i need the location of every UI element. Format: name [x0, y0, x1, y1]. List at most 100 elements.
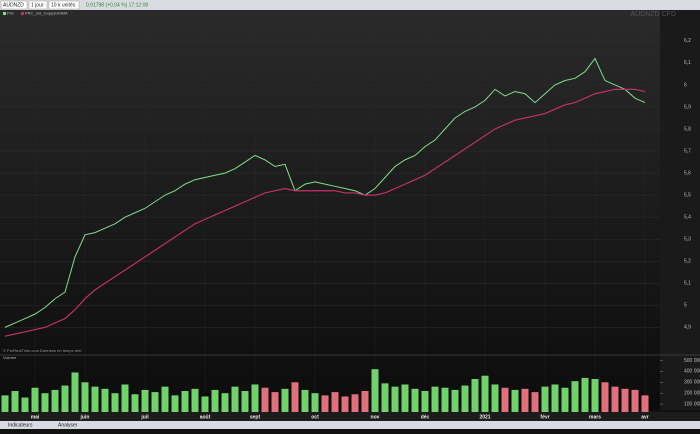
- symbol-box[interactable]: [0, 0, 28, 10]
- y-tick-label: 300 000: [684, 380, 700, 386]
- watermark: AUDNZD CFD: [631, 11, 677, 18]
- x-tick-label: déc: [421, 414, 430, 420]
- volume-bar: [171, 395, 179, 412]
- volume-bar: [181, 391, 189, 412]
- volume-bar: [501, 387, 509, 412]
- volume-bar: [541, 386, 549, 412]
- volume-bar: [441, 387, 449, 412]
- legend-swatch: [21, 12, 24, 15]
- volume-bar: [301, 389, 309, 412]
- units[interactable]: 10 k unités: [51, 2, 76, 8]
- y-tick-label: 5,3: [684, 237, 691, 243]
- price-axis-panel: [660, 10, 700, 410]
- x-tick-label: mai: [31, 414, 40, 420]
- volume-bar: [331, 392, 339, 412]
- y-tick-label: 5,1: [684, 281, 691, 287]
- volume-bar: [631, 389, 639, 412]
- volume-bar: [201, 396, 209, 412]
- volume-bar: [11, 391, 19, 412]
- x-tick-label: févr: [540, 414, 549, 420]
- volume-bar: [421, 391, 429, 412]
- y-tick-label: 400 000: [684, 369, 700, 375]
- y-tick-label: 5,9: [684, 104, 691, 110]
- footer-tab[interactable]: Analyser: [58, 422, 78, 428]
- volume-bar: [191, 388, 199, 412]
- volume-bar: [391, 386, 399, 412]
- toolbar: [0, 0, 700, 10]
- volume-bar: [81, 382, 89, 412]
- volume-bar: [381, 383, 389, 412]
- x-tick-label: juin: [80, 414, 90, 420]
- chart-area: [0, 10, 660, 410]
- panel-title: Volume: [3, 355, 17, 360]
- source: © ProRealTime.com Données en temps réel: [3, 348, 81, 353]
- volume-bar: [471, 379, 479, 412]
- volume-bar: [281, 388, 289, 412]
- volume-bar: [241, 391, 249, 412]
- legend-swatch: [3, 12, 6, 15]
- volume-bar: [321, 395, 329, 412]
- y-tick-label: 5,2: [684, 259, 691, 265]
- y-tick-label: 5,8: [684, 126, 691, 132]
- volume-bar: [41, 393, 49, 412]
- volume-bar: [401, 384, 409, 412]
- x-tick-label: nov: [371, 414, 380, 420]
- volume-bar: [351, 394, 359, 412]
- volume-bar: [21, 397, 29, 412]
- volume-bar: [101, 388, 109, 412]
- x-tick-label: mars: [589, 414, 601, 420]
- volume-bar: [121, 384, 129, 412]
- series-line: [4, 88, 646, 337]
- y-tick-label: 6: [684, 82, 687, 88]
- x-tick-label: 2021: [479, 414, 490, 420]
- volume-bar: [621, 388, 629, 412]
- series-line: [4, 57, 646, 328]
- volume-bar: [561, 387, 569, 412]
- volume-bar: [161, 386, 169, 412]
- footer-tab[interactable]: Indicateurs: [8, 422, 33, 428]
- y-tick-label: 6,1: [684, 60, 691, 66]
- volume-bar: [601, 382, 609, 412]
- volume-bar: [51, 389, 59, 412]
- volume-bar: [131, 394, 139, 412]
- volume-bar: [431, 386, 439, 412]
- footer: [0, 421, 700, 429]
- volume-bar: [251, 384, 259, 412]
- y-tick-label: 5,5: [684, 192, 691, 198]
- y-tick-label: 5,7: [684, 148, 691, 154]
- timeframe[interactable]: 1 jour: [31, 2, 44, 8]
- volume-bar: [221, 393, 229, 412]
- y-tick-label: 5,4: [684, 214, 691, 220]
- volume-bar: [581, 377, 589, 412]
- symbol[interactable]: AUDNZD: [3, 2, 24, 8]
- volume-bar: [1, 395, 9, 412]
- volume-bar: [481, 375, 489, 412]
- x-tick-label: sept: [250, 414, 261, 420]
- y-tick-label: 4,9: [684, 325, 691, 331]
- quote: 0,91798 (+0,04 %) 17:12:08: [86, 2, 148, 8]
- timeframe-box[interactable]: [28, 0, 48, 10]
- volume-bar: [231, 386, 239, 412]
- volume-bar: [521, 388, 529, 412]
- volume-bar: [591, 379, 599, 412]
- volume-bar: [611, 386, 619, 412]
- y-tick-label: 5,6: [684, 170, 691, 176]
- volume-bar: [291, 382, 299, 412]
- volume-bar: [271, 392, 279, 412]
- x-tick-label: août: [200, 414, 211, 420]
- time-axis: [0, 412, 700, 421]
- volume-bar: [31, 387, 39, 412]
- volume-bar: [261, 387, 269, 412]
- legend-label: Prix: [7, 11, 14, 16]
- y-tick-label: 6,2: [684, 38, 691, 44]
- volume-bar: [361, 391, 369, 412]
- units-box[interactable]: [48, 0, 80, 10]
- volume-bar: [551, 384, 559, 412]
- volume-bar: [71, 372, 79, 412]
- y-tick-label: 5: [684, 303, 687, 309]
- volume-bar: [491, 384, 499, 412]
- volume-bar: [141, 389, 149, 412]
- y-tick-label: 100 000: [684, 401, 700, 407]
